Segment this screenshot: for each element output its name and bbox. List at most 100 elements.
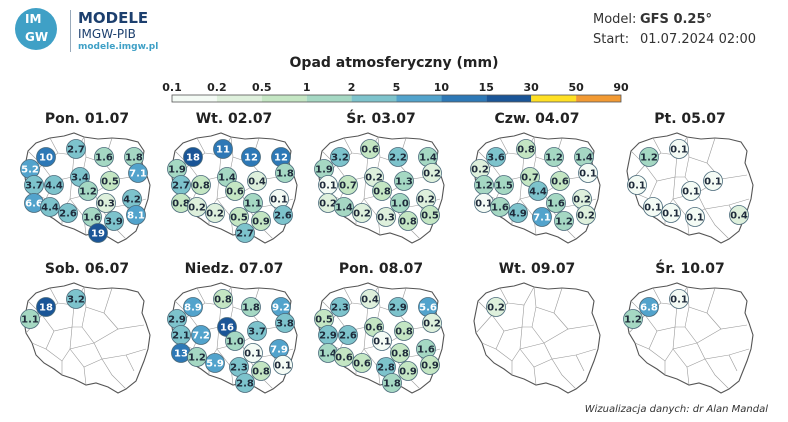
legend-swatch <box>531 95 577 102</box>
station-circle <box>191 325 211 345</box>
station-value-label: 0.2 <box>206 209 224 220</box>
province-border <box>704 208 730 240</box>
precipitation-map: 8.9 0.8 1.8 9.2 2.9 3.8 2.1 7.2 16 3.7 13 1.0 7.9 1.2… <box>167 282 298 394</box>
station-value-label: 0.1 <box>373 337 391 348</box>
station-value-label: 0.1 <box>682 187 700 198</box>
station-value-marker: 19 <box>88 223 108 243</box>
station-circle <box>360 289 380 309</box>
legend-tick-label: 1 <box>302 81 311 94</box>
station-value-label: 6.8 <box>640 303 658 314</box>
station-circle <box>486 147 506 167</box>
station-circle <box>334 197 354 217</box>
station-value-marker: 10 <box>36 147 56 167</box>
country-outline <box>473 282 601 394</box>
brand-url[interactable]: modele.imgw.pl <box>78 42 159 52</box>
station-value-marker: 2.9 <box>167 309 187 329</box>
station-value-label: 0.2 <box>319 199 337 210</box>
legend-swatch <box>172 95 217 102</box>
station-circle <box>394 321 414 341</box>
station-value-label: 1.8 <box>125 153 143 164</box>
province-border <box>188 304 222 332</box>
station-circle <box>729 205 749 225</box>
station-value-marker: 0.4 <box>247 171 267 191</box>
station-circle <box>372 181 392 201</box>
station-value-label: 0.1 <box>274 361 292 372</box>
station-circle <box>546 193 566 213</box>
station-value-label: 0.8 <box>391 349 409 360</box>
model-label: Model: <box>593 12 637 27</box>
station-value-label: 0.4 <box>730 211 748 222</box>
station-value-marker: 0.1 <box>703 171 723 191</box>
station-value-marker: 0.4 <box>360 289 380 309</box>
station-value-label: 4.9 <box>509 209 527 220</box>
station-circle <box>532 207 552 227</box>
station-value-label: 0.8 <box>192 181 210 192</box>
station-value-marker: 0.1 <box>643 197 663 217</box>
station-value-label: 0.8 <box>399 217 417 228</box>
station-value-label: 1.2 <box>545 153 563 164</box>
station-value-marker: 0.6 <box>225 181 245 201</box>
station-value-marker: 7.1 <box>532 207 552 227</box>
station-value-marker: 0.5 <box>420 205 440 225</box>
station-value-marker: 0.5 <box>100 171 120 191</box>
precipitation-map: 6.8 0.1 1.2 <box>623 282 754 394</box>
station-value-label: 10 <box>39 153 53 164</box>
station-value-label: 6.6 <box>25 199 43 210</box>
legend-tick-label: 2 <box>347 81 356 94</box>
logo-letters-bottom: GW <box>25 30 49 44</box>
station-circle <box>703 171 723 191</box>
station-value-marker: 7.2 <box>191 325 211 345</box>
legend-swatch <box>351 95 397 102</box>
station-value-marker: 1.8 <box>275 163 295 183</box>
station-circle <box>669 139 689 159</box>
station-value-marker: 2.6 <box>58 203 78 223</box>
station-value-label: 16 <box>220 323 234 334</box>
station-value-label: 0.8 <box>395 327 413 338</box>
map-title: Pt. 05.07 <box>654 111 726 127</box>
station-value-label: 7.1 <box>129 169 147 180</box>
station-value-label: 9.2 <box>272 303 290 314</box>
station-value-marker: 0.1 <box>578 163 598 183</box>
station-value-marker: 0.6 <box>550 171 570 191</box>
station-value-label: 1.1 <box>244 199 262 210</box>
station-circle <box>372 331 392 351</box>
station-circle <box>275 313 295 333</box>
station-circle <box>388 297 408 317</box>
station-value-label: 1.8 <box>242 303 260 314</box>
station-value-label: 1.2 <box>475 181 493 192</box>
legend-tick-label: 0.1 <box>162 81 182 94</box>
station-circle <box>681 181 701 201</box>
station-value-marker: 2.7 <box>171 175 191 195</box>
station-value-marker: 1.2 <box>474 175 494 195</box>
start-label: Start: <box>593 32 630 47</box>
station-circle <box>420 205 440 225</box>
station-value-marker: 0.7 <box>338 175 358 195</box>
station-value-label: 2.2 <box>389 153 407 164</box>
station-value-label: 0.9 <box>421 361 439 372</box>
province-border <box>188 154 222 182</box>
station-value-label: 3.8 <box>276 319 294 330</box>
station-value-label: 8.9 <box>184 303 202 314</box>
province-border <box>644 154 678 182</box>
station-value-label: 0.1 <box>319 181 337 192</box>
station-value-label: 2.6 <box>59 209 77 220</box>
station-circle <box>183 147 203 167</box>
station-circle <box>100 171 120 191</box>
station-circle <box>251 211 271 231</box>
station-value-label: 0.6 <box>226 187 244 198</box>
station-value-marker: 0.1 <box>681 181 701 201</box>
legend-tick-label: 5 <box>392 81 401 94</box>
station-value-marker: 1.6 <box>546 193 566 213</box>
precipitation-map: 0.2 <box>473 282 601 394</box>
station-circle <box>578 163 598 183</box>
station-value-marker: 0.8 <box>213 289 233 309</box>
logo-letters-top: IM <box>25 12 42 26</box>
station-circle <box>191 175 211 195</box>
station-value-marker: 1.0 <box>390 193 410 213</box>
legend-swatch <box>306 95 352 102</box>
legend-swatch <box>486 95 532 102</box>
station-value-marker: 1.5 <box>494 175 514 195</box>
station-value-marker: 1.6 <box>94 147 114 167</box>
station-circle <box>104 211 124 231</box>
map-title: Śr. 10.07 <box>655 261 725 277</box>
